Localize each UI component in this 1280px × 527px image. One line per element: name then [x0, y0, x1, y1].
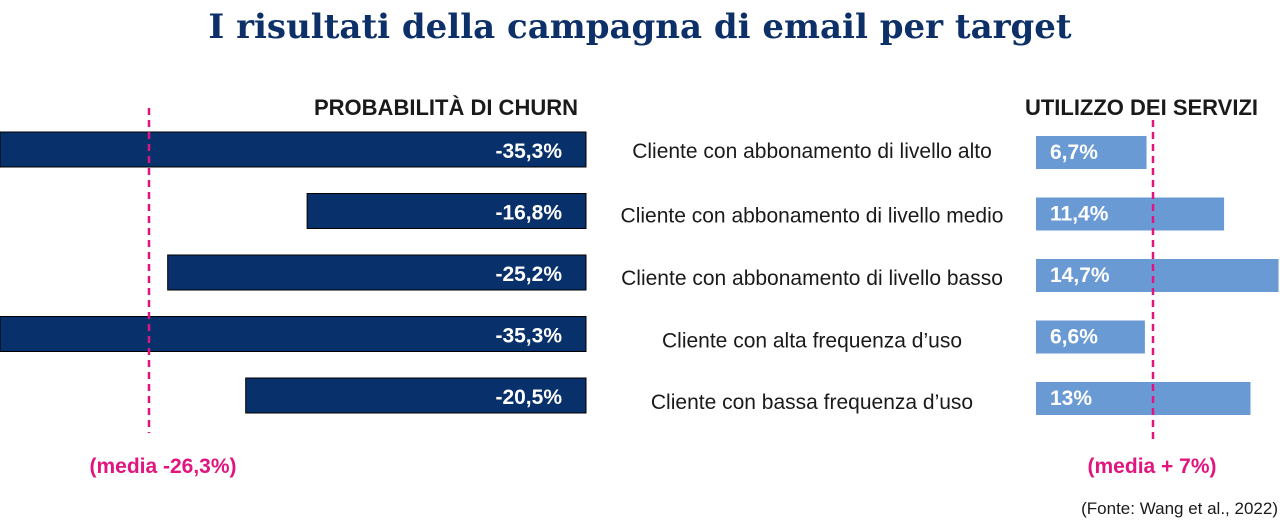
churn-bar: [167, 254, 587, 291]
category-label: Cliente con bassa frequenza d’uso: [651, 391, 973, 414]
churn-bar-label: -20,5%: [495, 386, 562, 409]
category-label: Cliente con abbonamento di livello basso: [621, 267, 1003, 290]
left-panel-title: PROBABILITÀ DI CHURN: [314, 95, 578, 120]
churn-bar: [0, 316, 587, 352]
churn-bar-label: -35,3%: [495, 325, 562, 348]
usage-bars: 6,7% 11,4% 14,7% 6,6% 13%: [1036, 136, 1279, 415]
usage-bar-label: 11,4%: [1050, 203, 1109, 226]
category-label: Cliente con alta frequenza d’uso: [662, 330, 962, 353]
usage-bar-label: 6,6%: [1050, 326, 1098, 349]
category-label: Cliente con abbonamento di livello alto: [632, 140, 992, 163]
category-label: Cliente con abbonamento di livello medio: [621, 205, 1004, 228]
churn-bar: [0, 131, 587, 168]
usage-bar: [1036, 259, 1279, 292]
churn-bar: [306, 193, 587, 229]
usage-bar-label: 13%: [1050, 387, 1092, 410]
churn-bars: -35,3% -16,8% -25,2% -35,3% -20,5%: [0, 131, 587, 414]
churn-average-label: (media -26,3%): [89, 455, 236, 478]
usage-bar: [1036, 382, 1251, 415]
churn-bar-label: -35,3%: [495, 140, 562, 163]
usage-bar: [1036, 197, 1225, 231]
right-panel-title: UTILIZZO DEI SERVIZI: [1025, 95, 1258, 120]
churn-bar-label: -16,8%: [495, 202, 562, 225]
category-labels: Cliente con abbonamento di livello alto C…: [621, 140, 1004, 414]
usage-bar: [1036, 320, 1145, 354]
usage-average-label: (media + 7%): [1088, 455, 1217, 478]
usage-bar-label: 6,7%: [1050, 141, 1098, 164]
churn-bar: [245, 377, 587, 414]
chart-title: I risultati della campagna di email per …: [208, 7, 1072, 47]
source-note: (Fonte: Wang et al., 2022): [1081, 499, 1278, 518]
usage-bar-label: 14,7%: [1050, 264, 1110, 287]
churn-bar-label: -25,2%: [495, 263, 562, 286]
usage-bar: [1036, 136, 1147, 169]
